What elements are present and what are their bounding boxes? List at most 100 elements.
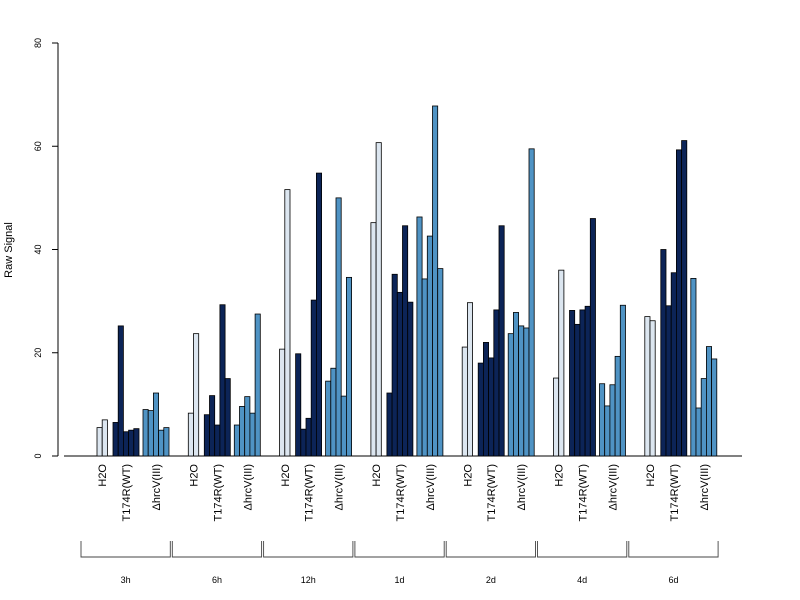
timepoint-bracket	[171, 541, 263, 558]
treatment-tick-label: T174R(WT)	[395, 464, 407, 521]
timepoint-bracket	[263, 541, 354, 558]
bar	[239, 406, 246, 457]
treatment-tick-label: T174R(WT)	[304, 464, 316, 521]
bar	[244, 396, 251, 457]
timepoint-label: 4d	[577, 575, 587, 585]
bar	[681, 140, 688, 457]
bar	[310, 299, 317, 457]
bar	[432, 105, 439, 457]
bar	[305, 417, 312, 457]
timepoint-label: 1d	[395, 575, 405, 585]
bar	[345, 276, 352, 457]
bar	[507, 333, 514, 457]
timepoint-bracket	[80, 541, 171, 558]
bar	[123, 431, 130, 457]
bar	[569, 310, 576, 457]
bar	[163, 427, 170, 457]
treatment-tick-label: H2O	[462, 464, 474, 487]
bar	[219, 304, 226, 457]
bar	[117, 325, 124, 457]
treatment-tick-label: H2O	[189, 464, 201, 487]
bar	[706, 346, 713, 457]
bar	[330, 367, 337, 457]
treatment-tick-label: H2O	[554, 464, 566, 487]
bar	[513, 312, 520, 457]
bar	[391, 273, 398, 457]
treatment-tick-label: T174R(WT)	[212, 464, 224, 521]
treatment-tick-label: H2O	[645, 464, 657, 487]
treatment-tick-label: T174R(WT)	[121, 464, 133, 521]
bar	[128, 429, 135, 457]
bar	[335, 197, 342, 457]
treatment-tick-label: ΔhrcV(III)	[425, 464, 437, 510]
bar	[315, 172, 322, 457]
bar	[375, 142, 382, 457]
bar	[340, 395, 347, 457]
bar	[695, 407, 702, 457]
timepoint-bracket	[445, 541, 536, 558]
bars	[96, 105, 718, 457]
bar	[279, 348, 286, 457]
labels: H2O T174R(WT) ΔhrcV(III) 3h H2O T174R(WT) Δhrc…	[80, 464, 719, 585]
bar	[421, 278, 428, 457]
treatment-tick-label: ΔhrcV(III)	[516, 464, 528, 510]
bar	[386, 392, 393, 457]
bar	[325, 380, 332, 457]
bar	[599, 383, 606, 457]
bar	[147, 410, 154, 457]
bar	[284, 189, 291, 457]
bar	[589, 218, 596, 457]
treatment-tick-label: H2O	[371, 464, 383, 487]
bar	[203, 414, 210, 457]
bar	[604, 405, 611, 457]
treatment-tick-label: T174R(WT)	[486, 464, 498, 521]
bar	[209, 395, 216, 457]
bar	[187, 412, 194, 457]
bar	[461, 346, 468, 457]
bar	[644, 316, 651, 457]
timepoint-label: 2d	[486, 575, 496, 585]
bar	[437, 268, 444, 457]
bar	[649, 320, 656, 457]
treatment-tick-label: ΔhrcV(III)	[699, 464, 711, 510]
bar	[488, 357, 495, 457]
bar	[300, 428, 307, 457]
bar	[676, 149, 683, 457]
bar	[193, 333, 200, 457]
y-tick-label: 0	[33, 453, 43, 458]
bar	[295, 353, 302, 457]
bar	[426, 235, 433, 457]
y-tick-label: 40	[33, 244, 43, 254]
timepoint-bracket	[354, 541, 445, 558]
bar	[584, 305, 591, 457]
y-tick-label: 80	[33, 38, 43, 48]
treatment-tick-label: H2O	[97, 464, 109, 487]
bar	[523, 327, 530, 457]
bar	[112, 422, 119, 457]
bar	[558, 269, 565, 457]
bar	[407, 301, 414, 457]
bar	[493, 309, 500, 457]
bar	[579, 309, 586, 457]
timepoint-label: 3h	[121, 575, 131, 585]
bar	[619, 304, 626, 457]
bar	[477, 362, 484, 457]
timepoint-label: 6d	[668, 575, 678, 585]
bar	[214, 424, 221, 457]
bar	[700, 378, 707, 457]
bar	[518, 325, 525, 457]
bar	[142, 409, 149, 457]
y-tick-label: 20	[33, 348, 43, 358]
bar	[152, 392, 159, 457]
bar	[370, 222, 377, 457]
bar	[249, 412, 256, 457]
bar	[690, 278, 697, 457]
bar	[660, 249, 667, 457]
treatment-tick-label: ΔhrcV(III)	[608, 464, 620, 510]
bar	[528, 148, 535, 457]
treatment-tick-label: H2O	[280, 464, 292, 487]
bar	[254, 313, 261, 457]
bar	[158, 429, 165, 457]
bar	[233, 424, 240, 457]
